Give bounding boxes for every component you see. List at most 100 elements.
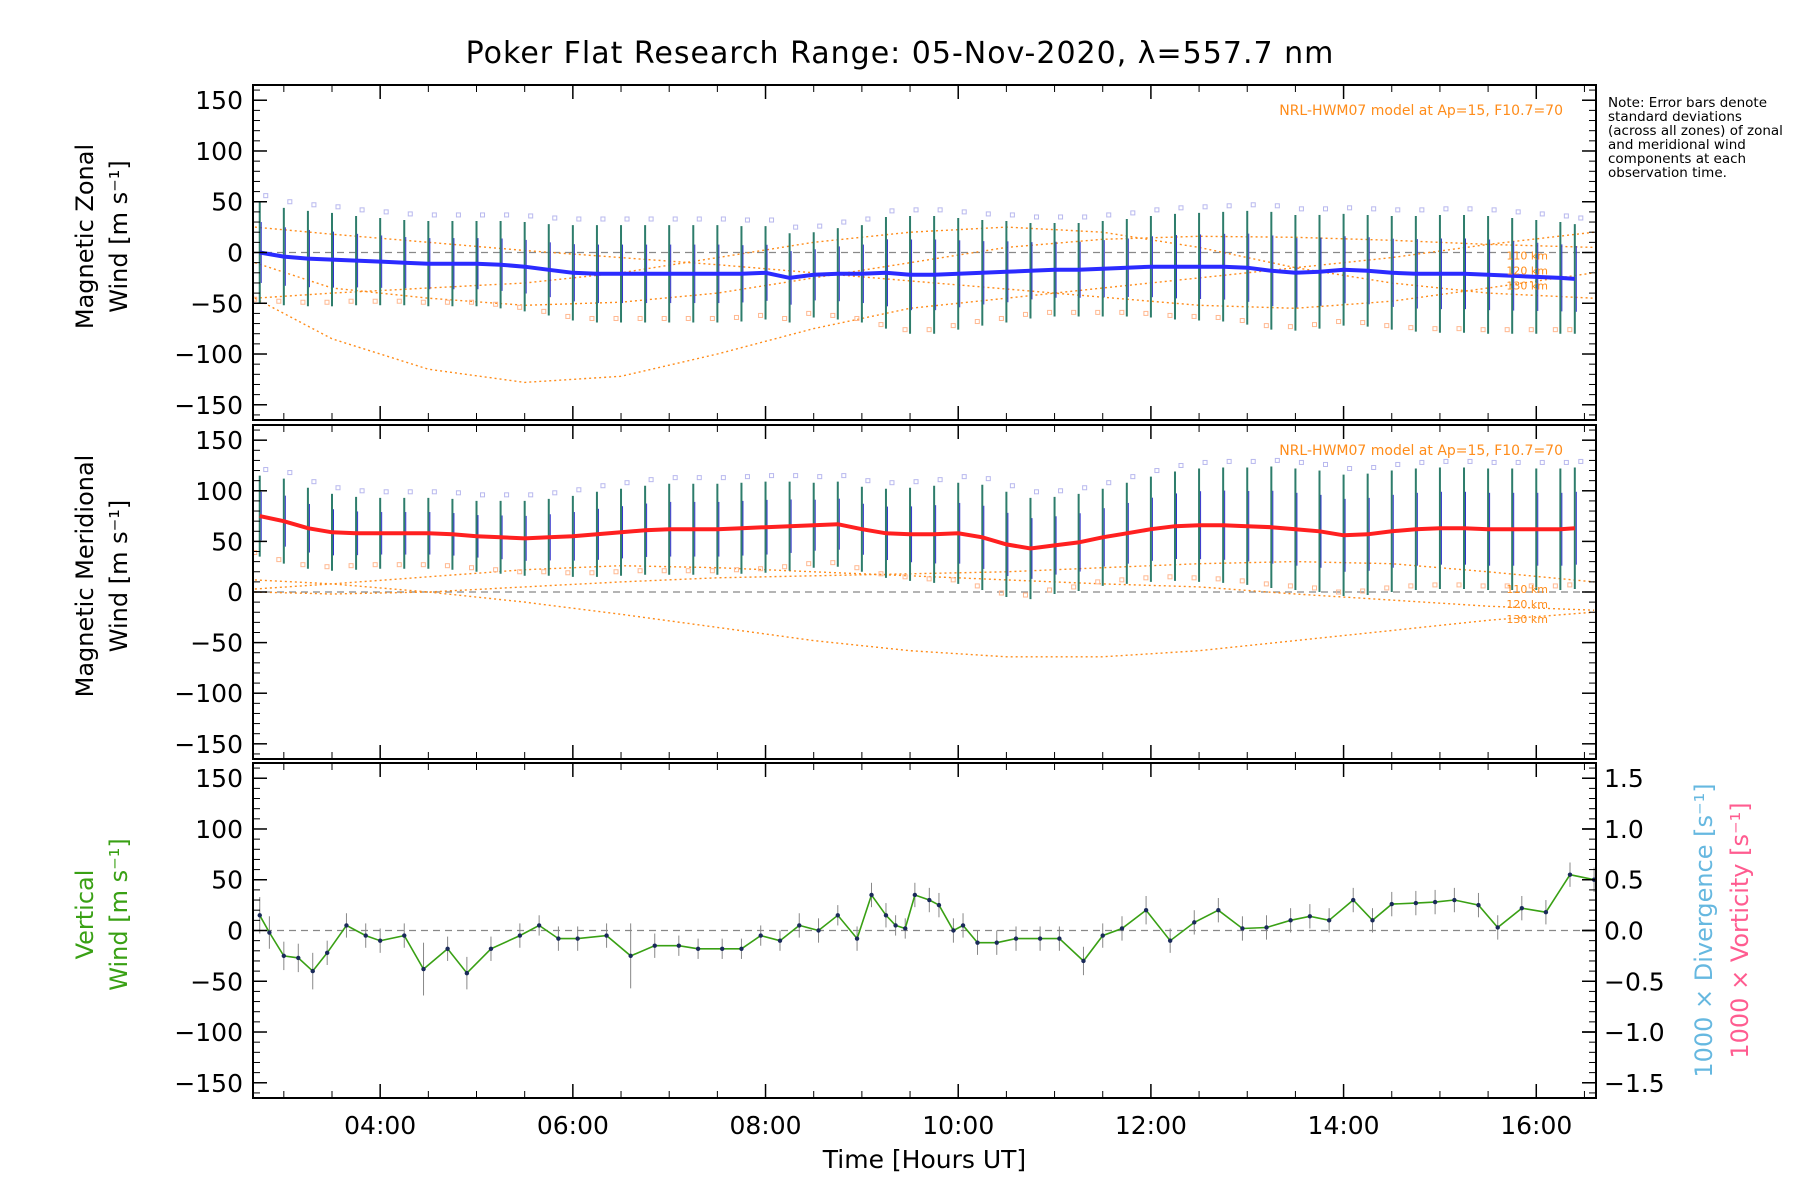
zone-sample xyxy=(709,315,715,321)
zone-sample xyxy=(648,216,654,222)
zone-sample xyxy=(1119,309,1125,315)
zone-sample xyxy=(1336,589,1342,595)
chart-title: Poker Flat Research Range: 05-Nov-2020, … xyxy=(465,36,1335,71)
y-axis-label-line: Wind [m s⁻¹] xyxy=(105,500,133,652)
zone-sample xyxy=(311,202,317,208)
zone-sample xyxy=(1443,458,1449,464)
y-axis-label: Vertical Wind [m s⁻¹] xyxy=(71,838,133,990)
zone-sample xyxy=(444,299,450,305)
zone-sample xyxy=(396,298,402,304)
zone-sample xyxy=(455,212,461,218)
data-point xyxy=(1543,910,1549,915)
zone-sample xyxy=(287,199,293,205)
y2-tick-label: −1.0 xyxy=(1604,1018,1665,1047)
data-point xyxy=(1351,897,1356,903)
y-axis-label-line: Magnetic Meridional xyxy=(71,455,99,698)
zone-sample xyxy=(1119,577,1125,583)
zone-sample xyxy=(493,567,499,573)
data-point xyxy=(975,940,980,945)
zone-sample xyxy=(733,314,739,320)
data-point xyxy=(936,902,942,908)
data-point xyxy=(1519,905,1525,911)
y-tick-label: 100 xyxy=(195,815,243,844)
zone-sample xyxy=(348,298,354,304)
zone-sample xyxy=(311,479,317,485)
zone-sample xyxy=(1395,461,1401,467)
zone-sample xyxy=(1298,206,1304,212)
zone-sample xyxy=(974,319,980,325)
zone-sample xyxy=(1167,312,1173,318)
zone-sample xyxy=(263,193,269,199)
zone-sample xyxy=(1408,583,1414,589)
zone-sample xyxy=(985,211,991,217)
zone-sample xyxy=(1071,309,1077,315)
zone-sample xyxy=(830,312,836,318)
data-point xyxy=(1013,936,1019,941)
zone-sample xyxy=(1058,214,1064,220)
zone-sample xyxy=(672,475,678,481)
panel-frame xyxy=(252,84,1597,421)
data-point xyxy=(758,933,763,938)
data-point xyxy=(719,946,725,951)
data-point xyxy=(344,923,349,928)
zone-sample xyxy=(504,492,510,498)
zone-sample xyxy=(1515,209,1521,215)
zone-sample xyxy=(854,565,860,571)
zone-sample xyxy=(937,477,943,483)
zone-sample xyxy=(335,485,341,491)
zone-sample xyxy=(1419,459,1425,465)
zone-sample xyxy=(1491,207,1497,213)
x-tick-label: 06:00 xyxy=(537,1111,609,1140)
zone-sample xyxy=(758,312,764,318)
zone-sample xyxy=(1130,474,1136,480)
data-point xyxy=(835,913,840,918)
y-tick-label: 100 xyxy=(195,477,243,506)
zone-sample xyxy=(1239,318,1245,324)
zone-sample xyxy=(961,474,967,480)
data-point xyxy=(854,936,860,941)
zone-sample xyxy=(431,212,437,218)
zone-sample xyxy=(744,474,750,480)
zonal-panel: NRL-HWM07 model at Ap=15, F10.7=70 110 km… xyxy=(71,84,1597,421)
zone-sample xyxy=(998,590,1004,596)
mean-wind-line xyxy=(259,250,1575,281)
vertical-wind-line xyxy=(259,873,1595,975)
zone-sample xyxy=(1360,588,1366,594)
model-altitude-label: 120 km xyxy=(1506,265,1548,278)
zone-sample xyxy=(913,207,919,213)
zone-sample xyxy=(1250,458,1256,464)
zone-sample xyxy=(1456,582,1462,588)
zone-sample xyxy=(648,477,654,483)
zone-sample xyxy=(1143,310,1149,316)
zone-sample xyxy=(854,315,860,321)
model-annotation: NRL-HWM07 model at Ap=15, F10.7=70 xyxy=(1279,443,1563,459)
zone-sample xyxy=(372,298,378,304)
zone-sample xyxy=(865,478,871,484)
zone-sample xyxy=(637,315,643,321)
zone-sample xyxy=(1009,483,1015,489)
data-point xyxy=(1452,897,1457,903)
zone-sample xyxy=(444,563,450,569)
data-point xyxy=(927,897,932,903)
zone-sample xyxy=(407,211,413,217)
zone-sample xyxy=(878,571,884,577)
zone-sample xyxy=(480,492,486,498)
y-tick-label: −100 xyxy=(174,679,243,708)
data-point xyxy=(363,933,368,938)
y-axis-label-line: Magnetic Zonal xyxy=(71,144,99,329)
zone-sample xyxy=(324,299,330,305)
zone-sample xyxy=(1202,204,1208,210)
data-point xyxy=(1567,872,1573,877)
zone-sample xyxy=(685,568,691,574)
zone-sample xyxy=(1323,206,1328,212)
zone-sample xyxy=(841,219,847,225)
panel-frame xyxy=(252,424,1597,760)
zone-sample xyxy=(1215,576,1221,582)
zone-sample xyxy=(1143,575,1149,581)
zone-sample xyxy=(902,574,908,580)
data-point xyxy=(1192,920,1197,925)
zone-sample xyxy=(1215,314,1221,320)
y2-tick-label: 1.0 xyxy=(1604,815,1644,844)
y2-tick-label: −0.5 xyxy=(1604,967,1665,996)
x-tick-label: 04:00 xyxy=(344,1111,416,1140)
